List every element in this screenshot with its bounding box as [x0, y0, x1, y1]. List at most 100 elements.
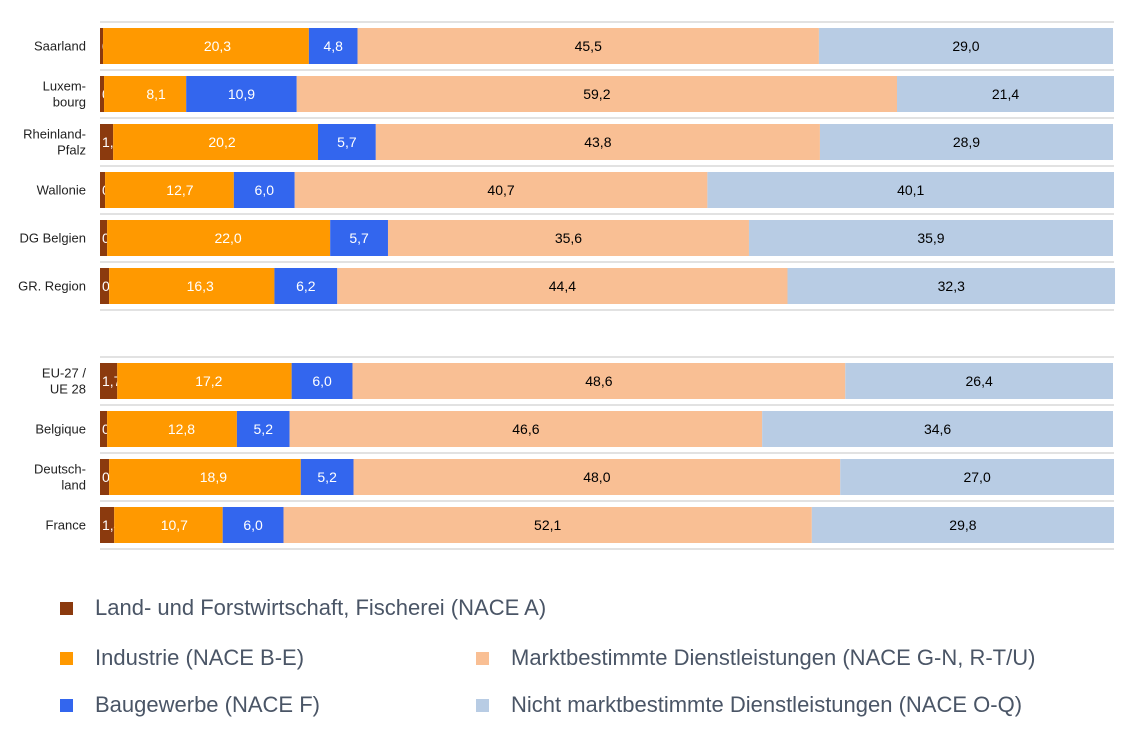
bar-segment-deutsch-land-s2	[300, 459, 354, 495]
bar-segment-gr-region-s3	[337, 268, 788, 304]
data-label-dg-belgien-s3: 35,6	[555, 230, 582, 246]
data-label-eu-27-ue-28-s1: 17,2	[195, 373, 222, 389]
legend-label-construction: Baugewerbe (NACE F)	[95, 692, 320, 717]
data-label-france-s3: 52,1	[534, 517, 561, 533]
legend-item-market-services: Marktbestimmte Dienstleistungen (NACE G-…	[476, 645, 1035, 671]
data-label-wallonie-s4: 40,1	[897, 182, 924, 198]
bar-segment-wallonie-s1	[105, 172, 234, 208]
bar-segment-france-s4	[811, 507, 1114, 543]
bar-segment-dg-belgien-s4	[748, 220, 1113, 256]
bar-segment-dg-belgien-s1	[107, 220, 331, 256]
bar-segment-saarland-s2	[308, 28, 358, 64]
category-label-rheinland-pfalz: Rheinland-Pfalz	[23, 127, 86, 158]
bar-segment-gr-region-s0	[100, 268, 110, 304]
bar-segment-saarland-s4	[818, 28, 1113, 64]
bar-segment-belgique-s4	[762, 411, 1113, 447]
data-label-saarland-s2: 4,8	[323, 38, 343, 54]
bar-segment-belgique-s1	[107, 411, 237, 447]
bar-segment-france-s1	[114, 507, 223, 543]
data-label-deutsch-land-s4: 27,0	[963, 469, 990, 485]
category-label-luxem-bourg: Luxem-bourg	[43, 79, 86, 110]
legend-label-industry: Industrie (NACE B-E)	[95, 645, 305, 670]
legend-item-agriculture: Land- und Forstwirtschaft, Fischerei (NA…	[60, 595, 546, 621]
legend-label-non-market-services: Nicht marktbestimmte Dienstleistungen (N…	[511, 692, 1023, 717]
legend-label-market-services: Marktbestimmte Dienstleistungen (NACE G-…	[511, 645, 1036, 670]
bar-segment-saarland-s1	[103, 28, 309, 64]
category-label-eu-27-ue-28: EU-27 /UE 28	[42, 366, 86, 397]
data-label-belgique-s2: 5,2	[254, 421, 274, 437]
legend-swatch-market-services	[476, 651, 489, 665]
category-label-dg-belgien: DG Belgien	[20, 231, 86, 246]
bar-segment-rheinland-pfalz-s1	[113, 124, 319, 160]
bar-segment-belgique-s3	[289, 411, 763, 447]
category-label-france: France	[46, 518, 86, 533]
bar-segment-belgique-s2	[236, 411, 290, 447]
bar-segment-rheinland-pfalz-s4	[819, 124, 1113, 160]
bar-segment-eu-27-ue-28-s4	[845, 363, 1113, 399]
bar-segment-deutsch-land-s4	[840, 459, 1114, 495]
legend-swatch-construction	[60, 698, 73, 712]
data-label-belgique-s4: 34,6	[924, 421, 951, 437]
bar-segment-eu-27-ue-28-s0	[100, 363, 118, 399]
data-label-eu-27-ue-28-s4: 26,4	[966, 373, 993, 389]
stacked-bar-chart: Saarland0,320,34,845,529,0Luxem-bourg0,4…	[18, 21, 1116, 550]
bar-segment-wallonie-s2	[233, 172, 295, 208]
data-label-luxem-bourg-s3: 59,2	[583, 86, 610, 102]
bar-segment-gr-region-s2	[274, 268, 338, 304]
bar-segment-saarland-s0	[100, 28, 104, 64]
data-label-luxem-bourg-s2: 10,9	[228, 86, 255, 102]
data-label-wallonie-s3: 40,7	[487, 182, 514, 198]
bar-segment-rheinland-pfalz-s3	[375, 124, 820, 160]
bar-segment-wallonie-s3	[294, 172, 708, 208]
data-label-dg-belgien-s4: 35,9	[917, 230, 944, 246]
data-label-rheinland-pfalz-s2: 5,7	[337, 134, 357, 150]
data-label-luxem-bourg-s1: 8,1	[146, 86, 166, 102]
bar-segment-deutsch-land-s1	[109, 459, 301, 495]
bar-segment-france-s0	[100, 507, 115, 543]
data-label-saarland-s1: 20,3	[204, 38, 231, 54]
category-label-saarland: Saarland	[34, 39, 86, 54]
bar-segment-dg-belgien-s2	[330, 220, 388, 256]
bar-segment-dg-belgien-s0	[100, 220, 108, 256]
legend-swatch-non-market-services	[476, 698, 489, 712]
bar-segment-eu-27-ue-28-s1	[117, 363, 292, 399]
data-label-gr-region-s4: 32,3	[938, 278, 965, 294]
data-label-deutsch-land-s2: 5,2	[317, 469, 337, 485]
bar-segment-dg-belgien-s3	[387, 220, 749, 256]
data-label-eu-27-ue-28-s0: 1,7	[102, 373, 122, 389]
data-label-france-s2: 6,0	[243, 517, 263, 533]
legend-label-agriculture: Land- und Forstwirtschaft, Fischerei (NA…	[95, 595, 547, 620]
data-label-rheinland-pfalz-s1: 20,2	[208, 134, 235, 150]
data-label-france-s4: 29,8	[949, 517, 976, 533]
legend-item-non-market-services: Nicht marktbestimmte Dienstleistungen (N…	[476, 692, 1022, 718]
data-label-wallonie-s2: 6,0	[255, 182, 275, 198]
data-label-gr-region-s1: 16,3	[187, 278, 214, 294]
bar-segment-belgique-s0	[100, 411, 108, 447]
data-label-rheinland-pfalz-s4: 28,9	[953, 134, 980, 150]
bar-segment-luxem-bourg-s3	[296, 76, 898, 112]
data-label-belgique-s1: 12,8	[168, 421, 195, 437]
data-label-gr-region-s2: 6,2	[296, 278, 316, 294]
data-label-luxem-bourg-s4: 21,4	[992, 86, 1019, 102]
data-label-eu-27-ue-28-s3: 48,6	[585, 373, 612, 389]
bar-segment-gr-region-s4	[787, 268, 1116, 304]
bar-segment-wallonie-s0	[100, 172, 106, 208]
data-label-rheinland-pfalz-s3: 43,8	[584, 134, 611, 150]
bar-segment-saarland-s3	[357, 28, 819, 64]
data-label-eu-27-ue-28-s2: 6,0	[312, 373, 332, 389]
legend-item-construction: Baugewerbe (NACE F)	[60, 692, 320, 718]
data-label-gr-region-s3: 44,4	[549, 278, 576, 294]
bar-segment-luxem-bourg-s2	[186, 76, 297, 112]
data-label-dg-belgien-s2: 5,7	[349, 230, 369, 246]
bar-segment-luxem-bourg-s1	[104, 76, 187, 112]
category-label-wallonie: Wallonie	[37, 183, 86, 198]
category-label-gr-region: GR. Region	[18, 279, 86, 294]
bar-segment-gr-region-s1	[109, 268, 275, 304]
bar-segment-wallonie-s4	[707, 172, 1114, 208]
data-label-dg-belgien-s1: 22,0	[214, 230, 241, 246]
data-label-saarland-s4: 29,0	[952, 38, 979, 54]
bar-segment-deutsch-land-s0	[100, 459, 110, 495]
bar-segment-france-s3	[283, 507, 812, 543]
bar-segment-eu-27-ue-28-s3	[352, 363, 846, 399]
bar-segment-luxem-bourg-s4	[897, 76, 1114, 112]
